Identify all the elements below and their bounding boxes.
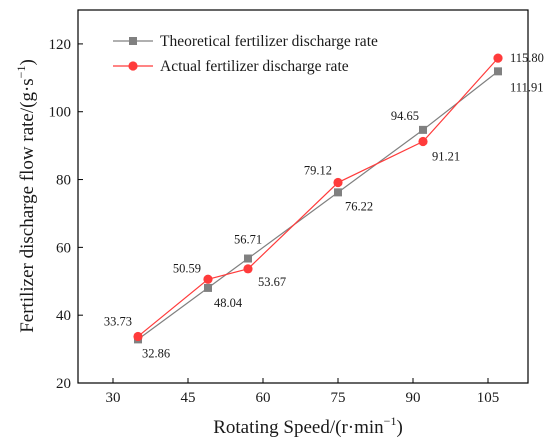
data-labels: 33.73 32.86 50.59 48.04 56.71 53.67 79.12 76.22…	[104, 51, 544, 360]
legend-label: Theoretical fertilizer discharge rate	[160, 33, 378, 50]
data-label: 32.86	[142, 346, 170, 360]
legend-label: Actual fertilizer discharge rate	[160, 58, 349, 75]
y-axis-title: Fertilizer discharge flow rate/(g·s−1)	[14, 59, 38, 333]
x-axis-title: Rotating Speed/(r·min−1)	[213, 414, 403, 438]
y-tick-label: 120	[49, 37, 72, 53]
theoretical-point	[334, 188, 342, 197]
axis-ticks: 30 45 60 75 90 105 20 40 60 80 100 120	[49, 37, 500, 406]
data-label: 91.21	[432, 150, 460, 164]
y-tick-label: 40	[56, 308, 71, 324]
data-label: 115.80	[510, 51, 544, 65]
data-label: 79.12	[304, 164, 332, 178]
y-tick-label: 100	[49, 105, 72, 121]
y-tick-label: 80	[56, 173, 71, 189]
series-lines	[137, 57, 499, 340]
actual-point	[333, 177, 343, 188]
x-tick-label: 30	[106, 390, 121, 406]
actual-point	[203, 274, 213, 284]
data-label: 56.71	[234, 233, 262, 247]
data-label: 48.04	[214, 296, 243, 310]
x-tick-label: 90	[406, 390, 421, 406]
legend-square-marker	[129, 37, 137, 45]
actual-point	[493, 53, 503, 63]
x-tick-label: 75	[331, 390, 346, 406]
x-tick-label: 45	[181, 390, 196, 406]
theoretical-point	[204, 283, 212, 292]
x-tick-label: 60	[256, 390, 271, 406]
theoretical-point	[244, 254, 252, 263]
y-tick-label: 60	[56, 240, 71, 256]
theoretical-point	[494, 67, 502, 76]
data-label: 50.59	[173, 261, 201, 275]
plot-frame	[77, 9, 529, 384]
series-markers	[133, 53, 503, 344]
theoretical-point	[419, 125, 427, 134]
data-label: 76.22	[345, 199, 373, 213]
actual-point	[243, 264, 253, 274]
legend: Theoretical fertilizer discharge rate Act…	[113, 33, 378, 75]
legend-circle-marker	[128, 61, 138, 71]
data-label: 111.91	[510, 80, 543, 94]
x-tick-label: 105	[477, 390, 500, 406]
data-label: 33.73	[104, 314, 132, 328]
data-label: 53.67	[258, 275, 286, 289]
series-line-1	[137, 57, 499, 337]
data-label: 94.65	[391, 109, 419, 123]
series-line-0	[137, 70, 499, 340]
actual-point	[418, 136, 428, 147]
y-tick-label: 20	[56, 376, 71, 392]
actual-point	[133, 331, 143, 342]
